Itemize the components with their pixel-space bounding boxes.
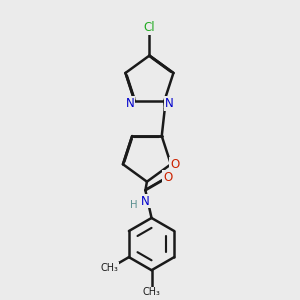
Text: CH₃: CH₃ (101, 263, 119, 273)
Text: N: N (141, 194, 150, 208)
Text: H: H (130, 200, 137, 210)
Text: N: N (126, 97, 134, 110)
Text: O: O (170, 158, 179, 171)
Text: O: O (164, 171, 172, 184)
Text: N: N (164, 97, 173, 110)
Text: CH₃: CH₃ (142, 287, 160, 297)
Text: Cl: Cl (144, 21, 155, 34)
